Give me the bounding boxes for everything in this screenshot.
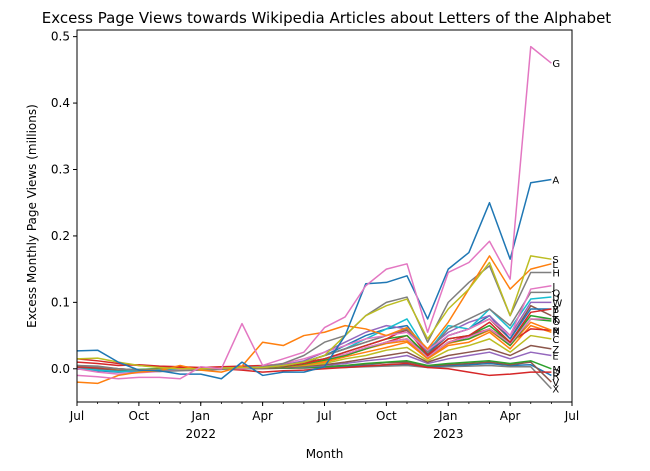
series-end-label: L <box>552 260 558 271</box>
series-end-label: S <box>552 255 558 266</box>
series-end-label: B <box>552 305 559 316</box>
x-tick-label: Jan <box>191 409 211 423</box>
series-end-label: D <box>552 368 560 379</box>
y-tick-label: 0.0 <box>51 362 70 376</box>
x-tick-label: Jul <box>564 409 579 423</box>
y-tick-label: 0.1 <box>51 295 70 309</box>
x-tick-label: Apr <box>252 409 273 423</box>
series-end-label: N <box>552 326 559 337</box>
x-tick-label: Apr <box>500 409 521 423</box>
y-tick-label: 0.2 <box>51 229 70 243</box>
series-end-label: I <box>552 312 555 323</box>
plot-frame <box>76 29 573 403</box>
series-end-label: O <box>552 317 560 328</box>
series-end-label: R <box>552 371 559 382</box>
chart-title: Excess Page Views towards Wikipedia Arti… <box>42 9 611 27</box>
series-end-label: T <box>551 315 559 326</box>
y-tick-label: 0.3 <box>51 163 70 177</box>
series-end-label: X <box>552 385 559 396</box>
series-line-g <box>77 45 552 380</box>
plot-series <box>77 45 552 390</box>
x-tick-label: Jul <box>316 409 331 423</box>
series-end-label: U <box>552 293 559 304</box>
y-axis: 0.0 0.1 0.2 0.3 0.4 0.5 <box>51 30 77 376</box>
series-end-label: G <box>552 59 560 70</box>
series-line-s <box>77 255 552 370</box>
y-tick-label: 0.4 <box>51 96 70 110</box>
series-end-label: P <box>552 326 558 337</box>
series-end-label: Y <box>551 305 559 316</box>
y-axis-label: Excess Monthly Page Views (millions) <box>25 104 39 328</box>
series-end-label: H <box>552 268 560 279</box>
x-tick-label: Oct <box>129 409 150 423</box>
series-end-label: Q <box>552 288 560 299</box>
x-tick-label: Jan <box>438 409 458 423</box>
x-axis-label: Month <box>306 447 344 461</box>
x-axis: Jul Oct Jan 2022 Apr Jul Oct Jan 2023 Apr Jul <box>69 402 579 441</box>
series-end-label: C <box>552 335 559 346</box>
series-line-a <box>77 178 552 380</box>
series-end-label: A <box>552 175 559 186</box>
series-end-label: F <box>552 328 558 339</box>
x-tick-year-label: 2023 <box>433 427 464 441</box>
x-tick-year-label: 2022 <box>185 427 216 441</box>
series-end-label: V <box>552 378 559 389</box>
y-tick-label: 0.5 <box>51 30 70 44</box>
series-end-label: Z <box>552 345 559 356</box>
series-end-label: J <box>551 282 555 293</box>
x-tick-label: Jul <box>69 409 84 423</box>
series-end-label: E <box>552 352 558 363</box>
series-end-label: K <box>552 315 559 326</box>
series-end-label: M <box>552 365 561 376</box>
x-tick-label: Oct <box>376 409 397 423</box>
series-end-label: W <box>552 298 562 309</box>
